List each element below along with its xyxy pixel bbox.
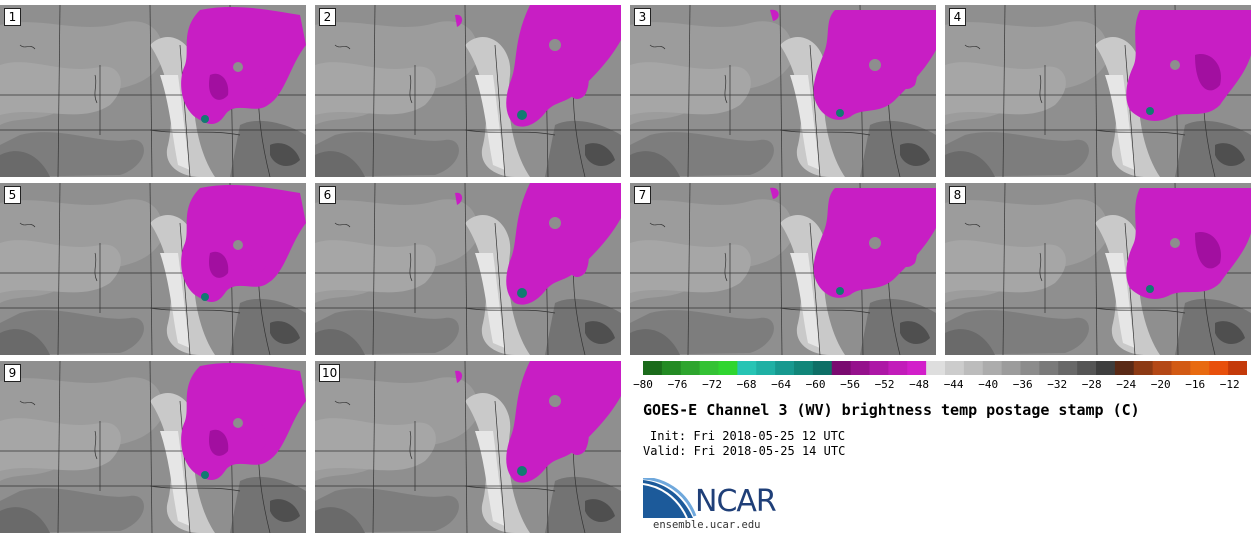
colorbar-tick-label: −24 xyxy=(1116,378,1137,391)
colorbar-segment xyxy=(794,361,814,375)
map-panel-10: 10 xyxy=(315,361,621,533)
colorbar-tick-label: −72 xyxy=(702,378,722,391)
member-label: 7 xyxy=(634,186,651,204)
colorbar xyxy=(643,361,1247,375)
colorbar-segment xyxy=(831,361,852,375)
member-label: 5 xyxy=(4,186,21,204)
water-vapor-map xyxy=(945,5,1251,177)
map-panel-5: 5 xyxy=(0,183,306,355)
colorbar-tick-label: −56 xyxy=(840,378,861,391)
colorbar-tick-label: −44 xyxy=(943,378,964,391)
colorbar-segment xyxy=(1114,361,1135,375)
member-label: 8 xyxy=(949,186,966,204)
colorbar-segment xyxy=(945,361,965,375)
colorbar-segment xyxy=(661,361,682,375)
colorbar-tick-label: −76 xyxy=(667,378,688,391)
colorbar-segment xyxy=(775,361,795,375)
colorbar-ticks: −80 −76 −72 −68 −64 −60 −56 −52 −48 −44 −40 −36 −32−… xyxy=(633,378,1247,394)
colorbar-tick-label: −60 xyxy=(805,378,826,391)
logo-url: ensemble.ucar.edu xyxy=(653,519,761,531)
ncar-logo-icon xyxy=(643,478,697,519)
colorbar-segment xyxy=(812,361,833,375)
water-vapor-map xyxy=(945,183,1251,355)
colorbar-tick-label: −48 xyxy=(909,378,930,391)
member-label: 10 xyxy=(319,364,341,382)
colorbar-tick-label: −12 xyxy=(1219,378,1240,391)
colorbar-segment xyxy=(1020,361,1040,375)
map-panel-2: 2 xyxy=(315,5,621,177)
colorbar-segment xyxy=(1001,361,1022,375)
colorbar-segment xyxy=(907,361,927,375)
valid-time: Valid: Fri 2018-05-25 14 UTC xyxy=(643,444,846,458)
colorbar-segment xyxy=(888,361,908,375)
colorbar-segment xyxy=(699,361,720,375)
colorbar-tick-label: −52 xyxy=(874,378,895,391)
map-panel-3: 3 xyxy=(630,5,936,177)
colorbar-segment xyxy=(737,361,757,375)
colorbar-tick-label: −32 xyxy=(1047,378,1068,391)
colorbar-segment xyxy=(1171,361,1191,375)
map-panel-8: 8 xyxy=(945,183,1251,355)
colorbar-tick-label: −40 xyxy=(978,378,999,391)
colorbar-tick-label: −80 xyxy=(633,378,653,391)
member-label: 1 xyxy=(4,8,21,26)
colorbar-segment xyxy=(926,361,946,375)
colorbar-segment xyxy=(869,361,889,375)
colorbar-segment xyxy=(1209,361,1229,375)
colorbar-segment xyxy=(1077,361,1097,375)
colorbar-segment xyxy=(1152,361,1173,375)
colorbar-tick-label: −28 xyxy=(1081,378,1102,391)
member-label: 6 xyxy=(319,186,336,204)
water-vapor-map xyxy=(315,5,621,177)
member-label: 2 xyxy=(319,8,336,26)
member-label: 4 xyxy=(949,8,966,26)
colorbar-tick-label: −64 xyxy=(771,378,791,391)
water-vapor-map xyxy=(630,5,936,177)
colorbar-segment xyxy=(1190,361,1210,375)
map-panel-1: 1 xyxy=(0,5,306,177)
member-label: 9 xyxy=(4,364,21,382)
init-time: Init: Fri 2018-05-25 12 UTC xyxy=(650,429,846,443)
colorbar-segment xyxy=(1133,361,1154,375)
water-vapor-map xyxy=(315,183,621,355)
map-panel-7: 7 xyxy=(630,183,936,355)
colorbar-tick-label: −20 xyxy=(1150,378,1171,391)
colorbar-segment xyxy=(756,361,776,375)
colorbar-segment xyxy=(680,361,701,375)
colorbar-segment xyxy=(1039,361,1059,375)
water-vapor-map xyxy=(0,5,306,177)
colorbar-tick-label: −68 xyxy=(736,378,757,391)
colorbar-segment xyxy=(982,361,1003,375)
water-vapor-map xyxy=(0,361,306,533)
water-vapor-map xyxy=(0,183,306,355)
water-vapor-map xyxy=(315,361,621,533)
colorbar-segment xyxy=(1058,361,1078,375)
colorbar-segment xyxy=(1228,361,1247,375)
map-panel-6: 6 xyxy=(315,183,621,355)
logo-text: NCAR xyxy=(695,484,777,519)
colorbar-segment xyxy=(963,361,984,375)
water-vapor-map xyxy=(630,183,936,355)
colorbar-tick-label: −36 xyxy=(1012,378,1033,391)
map-panel-9: 9 xyxy=(0,361,306,533)
colorbar-segment xyxy=(850,361,871,375)
figure-title: GOES-E Channel 3 (WV) brightness temp po… xyxy=(643,401,1140,419)
colorbar-segment xyxy=(643,361,663,375)
colorbar-segment xyxy=(1096,361,1116,375)
map-panel-4: 4 xyxy=(945,5,1251,177)
member-label: 3 xyxy=(634,8,651,26)
colorbar-tick-label: −16 xyxy=(1185,378,1206,391)
colorbar-segment xyxy=(718,361,738,375)
